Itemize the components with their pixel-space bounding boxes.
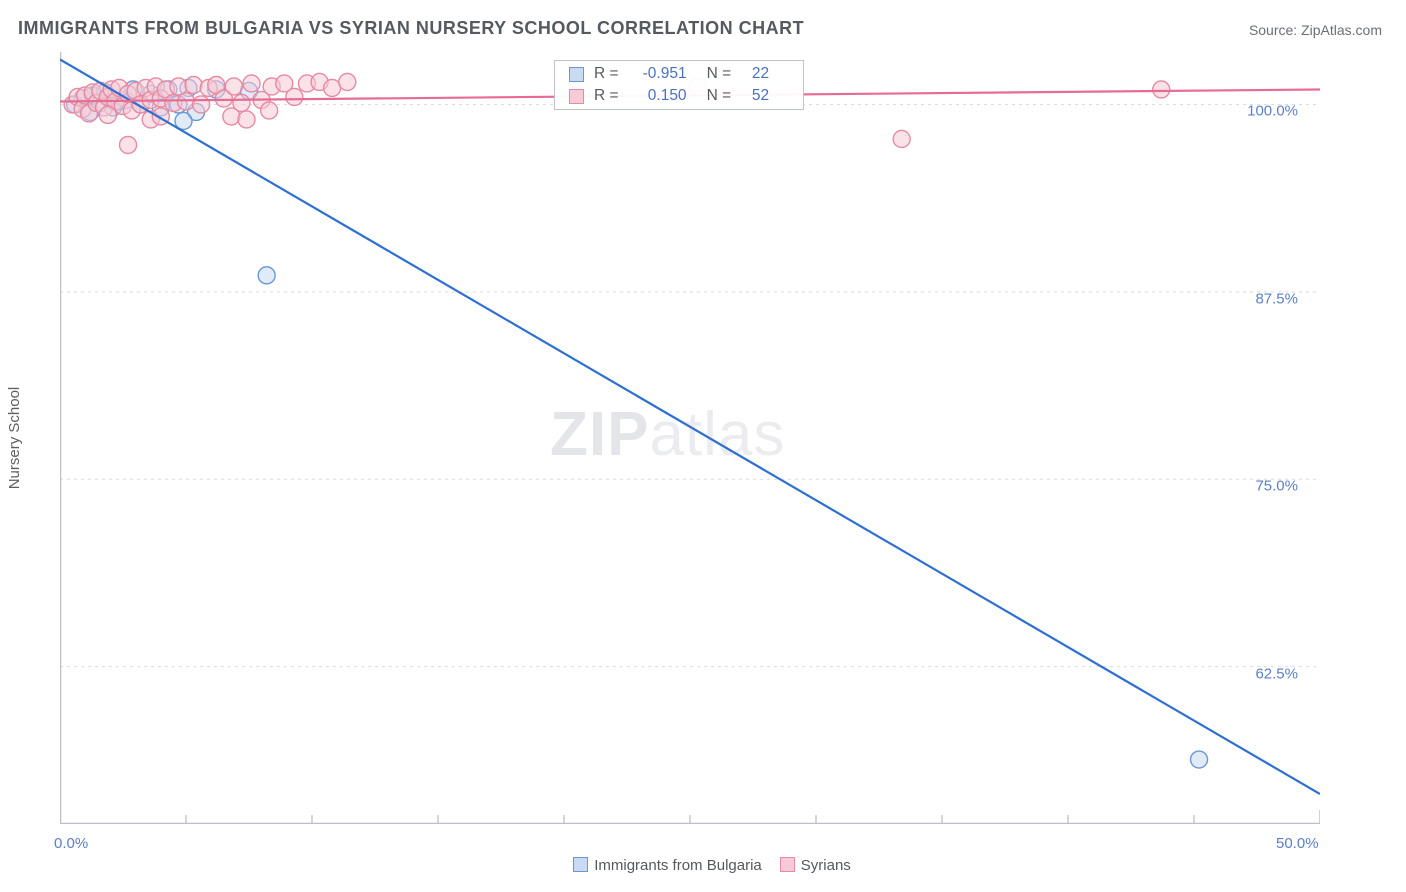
x-tick-label: 50.0% xyxy=(1276,835,1319,852)
plot-area: R =-0.951N =22R =0.150N =52 ZIPatlas 62.… xyxy=(60,52,1320,824)
legend-swatch xyxy=(573,857,588,872)
source-prefix: Source: xyxy=(1249,22,1301,38)
correlation-legend-box: R =-0.951N =22R =0.150N =52 xyxy=(554,60,804,110)
y-tick-label: 75.0% xyxy=(1228,478,1298,495)
source-attribution: Source: ZipAtlas.com xyxy=(1249,22,1382,38)
x-tick-label: 0.0% xyxy=(54,835,88,852)
y-tick-label: 62.5% xyxy=(1228,665,1298,682)
source-link[interactable]: ZipAtlas.com xyxy=(1301,22,1382,38)
legend-swatch xyxy=(569,89,584,104)
legend-label: Immigrants from Bulgaria xyxy=(594,857,762,874)
y-tick-label: 87.5% xyxy=(1228,290,1298,307)
chart-title: IMMIGRANTS FROM BULGARIA VS SYRIAN NURSE… xyxy=(18,18,804,39)
correlation-row: R =-0.951N =22 xyxy=(555,63,803,85)
legend-swatch xyxy=(780,857,795,872)
bottom-legend: Immigrants from Bulgaria Syrians xyxy=(0,857,1406,874)
y-axis-label: Nursery School xyxy=(0,52,30,824)
legend-label: Syrians xyxy=(801,857,851,874)
chart-svg xyxy=(60,52,1320,824)
y-tick-label: 100.0% xyxy=(1228,103,1298,120)
correlation-row: R =0.150N =52 xyxy=(555,85,803,107)
legend-swatch xyxy=(569,67,584,82)
